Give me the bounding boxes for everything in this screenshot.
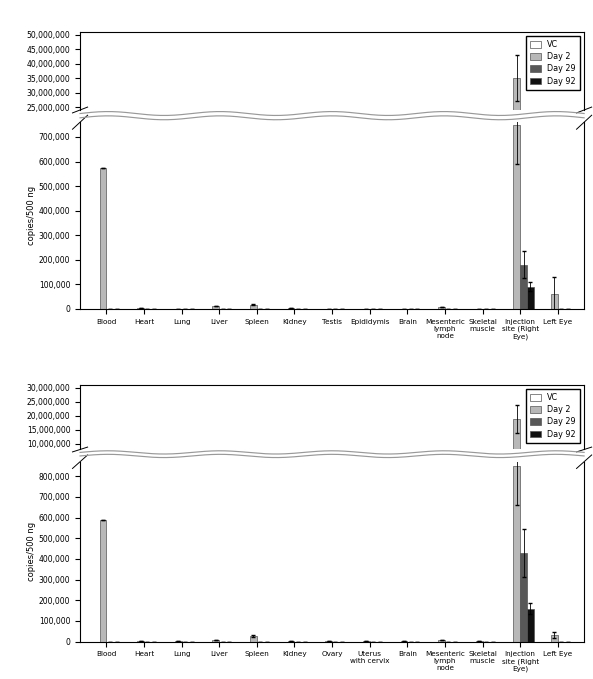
Bar — [527, 287, 534, 309]
Bar — [250, 304, 257, 309]
Bar — [514, 125, 520, 309]
Legend: VC, Day 2, Day 29, Day 92: VC, Day 2, Day 29, Day 92 — [525, 36, 580, 90]
Bar — [438, 640, 445, 642]
Bar — [212, 640, 219, 642]
Bar — [551, 635, 558, 642]
Bar — [514, 78, 520, 179]
Y-axis label: copies/500 ng: copies/500 ng — [27, 186, 36, 245]
Bar — [100, 519, 106, 642]
Bar — [520, 553, 527, 642]
Bar — [551, 294, 558, 309]
Bar — [520, 265, 527, 309]
Legend: VC, Day 2, Day 29, Day 92: VC, Day 2, Day 29, Day 92 — [525, 389, 580, 443]
Bar — [100, 168, 106, 309]
Bar — [514, 466, 520, 642]
Bar — [363, 641, 369, 642]
Bar — [137, 308, 144, 309]
Y-axis label: copies/500 ng: copies/500 ng — [27, 522, 36, 581]
Bar — [438, 307, 445, 309]
Bar — [514, 419, 520, 472]
Bar — [212, 306, 219, 309]
Bar — [527, 608, 534, 642]
Bar — [250, 636, 257, 642]
